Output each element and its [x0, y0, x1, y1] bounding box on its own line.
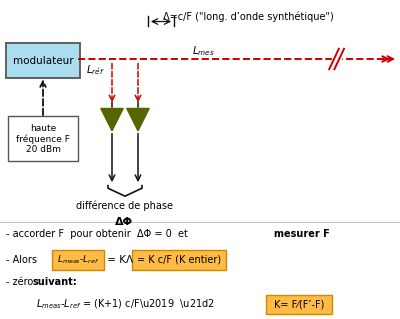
Text: ΔΦ: ΔΦ [115, 217, 133, 227]
Text: - Alors: - Alors [6, 255, 43, 265]
FancyBboxPatch shape [52, 250, 104, 270]
Text: suivant:: suivant: [33, 277, 78, 287]
FancyBboxPatch shape [266, 295, 332, 314]
Text: $L_{mes}$: $L_{mes}$ [192, 44, 215, 58]
Text: différence de phase: différence de phase [76, 201, 172, 211]
FancyBboxPatch shape [132, 250, 226, 270]
Text: - zéro: - zéro [6, 277, 36, 287]
Text: - accorder F  pour obtenir  ΔΦ = 0  et: - accorder F pour obtenir ΔΦ = 0 et [6, 229, 191, 240]
FancyBboxPatch shape [6, 43, 80, 78]
Polygon shape [127, 108, 149, 131]
Text: = KΛ: = KΛ [104, 255, 133, 265]
Text: $L_{r\acute{e}f}$: $L_{r\acute{e}f}$ [86, 63, 105, 77]
Text: $L_{meas}$-$L_{ref}$ = (K+1) c/F\u2019  \u21d2: $L_{meas}$-$L_{ref}$ = (K+1) c/F\u2019 \… [36, 298, 215, 311]
Polygon shape [101, 108, 123, 131]
Text: K= F⁄(F’-F): K= F⁄(F’-F) [274, 300, 324, 310]
Text: $L_{meas}$-$L_{ref}$: $L_{meas}$-$L_{ref}$ [57, 254, 99, 266]
Text: haute
fréquence F
20 dBm: haute fréquence F 20 dBm [16, 123, 70, 154]
Text: mesurer F: mesurer F [274, 229, 330, 240]
Text: = K c/F (K entier): = K c/F (K entier) [137, 255, 221, 265]
Text: modulateur: modulateur [13, 56, 73, 66]
FancyBboxPatch shape [8, 116, 78, 161]
Text: Λ=c/F ("long. d’onde synthétique"): Λ=c/F ("long. d’onde synthétique") [163, 11, 333, 22]
